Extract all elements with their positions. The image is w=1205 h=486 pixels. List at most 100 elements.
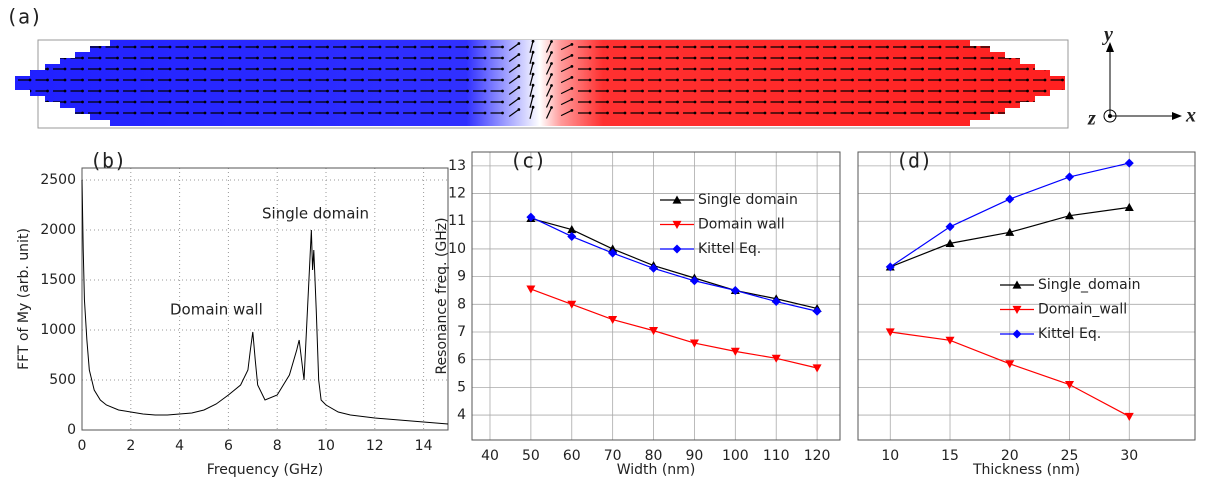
marker — [771, 354, 781, 363]
arrow-tip — [343, 45, 347, 49]
arrow-tip — [1043, 111, 1047, 115]
arrow-tip — [886, 78, 889, 82]
arrow-tip — [886, 89, 889, 93]
plot-frame — [857, 151, 1196, 441]
arrow-tip — [531, 94, 535, 98]
arrow-tip — [1026, 111, 1029, 115]
arrow-tip — [641, 78, 644, 82]
arrow-tip — [28, 89, 32, 93]
arrow-tip — [781, 111, 784, 115]
arrow-tip — [868, 111, 872, 115]
arrow-tip — [851, 67, 854, 71]
arrow-tip — [798, 67, 802, 71]
arrow-tip — [781, 67, 784, 71]
arrow-tip — [903, 67, 907, 71]
panel-label: (a) — [6, 5, 42, 29]
arrow-tip — [168, 78, 172, 82]
arrow — [560, 98, 573, 106]
x-tick-label: 20 — [1001, 448, 1019, 464]
x-tick-label: 40 — [481, 448, 499, 464]
arrow-tip — [81, 89, 84, 93]
marker — [608, 315, 618, 325]
arrow-tip — [956, 78, 959, 82]
x-tick-label: 10 — [881, 448, 899, 464]
marker — [1012, 280, 1022, 289]
y-tick-label: 12 — [448, 186, 466, 202]
arrow-tip — [203, 100, 207, 104]
arrow-tip — [746, 78, 749, 82]
arrow-tip — [98, 111, 102, 115]
arrow — [529, 107, 534, 119]
y-tick-label: 500 — [49, 372, 76, 388]
y-tick-label: 2500 — [40, 172, 76, 188]
arrow-tip — [1008, 45, 1012, 49]
legend-label: Domain wall — [698, 217, 785, 233]
arrow-tip — [238, 45, 242, 49]
x-tick-label: 30 — [1120, 448, 1138, 464]
marker — [1065, 172, 1075, 182]
arrow-tip — [151, 56, 154, 60]
marker — [1005, 194, 1015, 204]
arrow-tip — [606, 111, 609, 115]
panel-label: (c) — [510, 149, 546, 173]
arrow-tip — [396, 78, 399, 82]
annotation: Domain wall — [170, 301, 263, 319]
arrow-tip — [833, 100, 837, 104]
arrow-tip — [816, 100, 819, 104]
arrow-tip — [326, 111, 329, 115]
arrow-tip — [851, 100, 854, 104]
arrow-tip — [1043, 78, 1047, 82]
arrow-tip — [676, 67, 679, 71]
arrow-tip — [361, 67, 364, 71]
axis-name: y — [1102, 24, 1113, 46]
arrow-tip — [291, 89, 294, 93]
arrow-tip — [256, 67, 259, 71]
arrow-tip — [531, 105, 535, 109]
plot-area — [858, 152, 1195, 440]
arrow — [545, 96, 553, 108]
arrow-tip — [378, 100, 382, 104]
y-tick-label: 4 — [457, 407, 466, 423]
x-tick-label: 50 — [522, 448, 540, 464]
arrow-tip — [308, 78, 312, 82]
arrow-tip — [868, 56, 872, 60]
arrow-tip — [81, 67, 84, 71]
arrow-tip — [308, 45, 312, 49]
arrow-tip — [63, 78, 67, 82]
arrow-tip — [361, 45, 364, 49]
arrow-tip — [746, 56, 749, 60]
arrow-tip — [711, 56, 714, 60]
arrow — [508, 108, 520, 118]
arrow-tip — [28, 111, 32, 115]
arrow-tip — [868, 78, 872, 82]
arrow-tip — [728, 56, 732, 60]
arrow-tip — [466, 56, 469, 60]
arrow-tip — [28, 67, 32, 71]
x-axis-label: Width (nm) — [617, 462, 696, 478]
arrow — [529, 41, 534, 53]
arrow — [529, 52, 534, 64]
arrow-tip — [273, 67, 277, 71]
arrow-tip — [886, 100, 889, 104]
marker — [608, 244, 618, 253]
arrow-tip — [938, 67, 942, 71]
marker — [945, 238, 955, 247]
arrow-tip — [326, 56, 329, 60]
arrow-tip — [116, 89, 119, 93]
arrow-tip — [273, 100, 277, 104]
legend-label: Single domain — [698, 192, 798, 208]
arrow-tip — [256, 100, 259, 104]
arrow-tip — [1043, 67, 1047, 71]
arrow — [508, 86, 520, 96]
arrow-tip — [221, 78, 224, 82]
arrow-tip — [1008, 56, 1012, 60]
arrow-tip — [378, 78, 382, 82]
arrow-tip — [991, 111, 994, 115]
arrow-tip — [781, 89, 784, 93]
arrow-tip — [903, 100, 907, 104]
arrow-tip — [623, 100, 627, 104]
marker — [526, 212, 536, 222]
arrow-tip — [466, 67, 469, 71]
arrow-tip — [973, 56, 977, 60]
arrow-tip — [483, 45, 487, 49]
